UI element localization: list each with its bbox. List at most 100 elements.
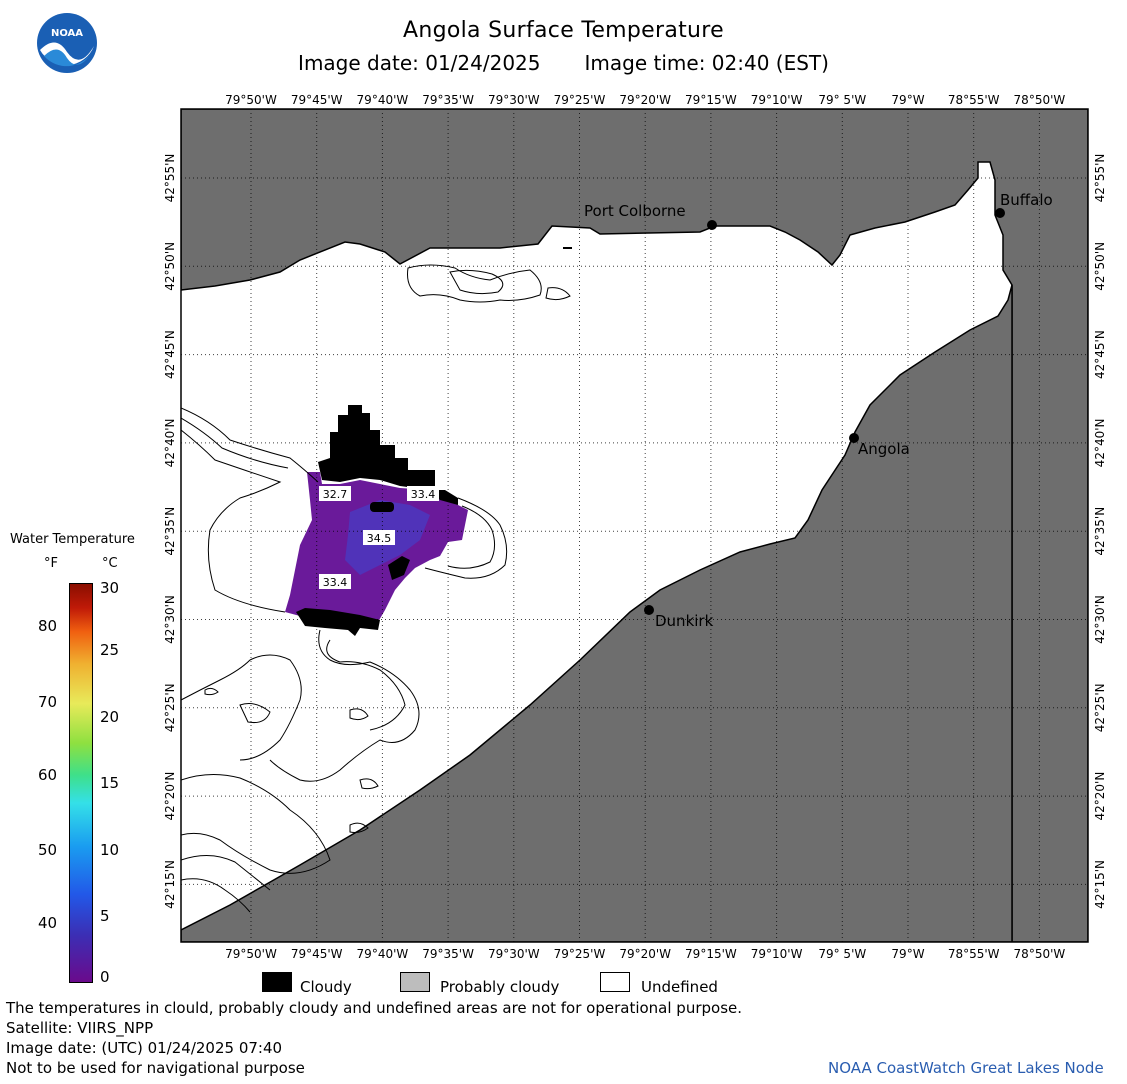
cloud-patch [370,502,394,512]
cloudy-swatch [262,972,292,992]
legend-c-label: 25 [100,641,120,659]
lon-tick-label: 79°30'W [488,947,540,961]
lon-tick-label: 78°55'W [948,947,1000,961]
lon-tick-label: 78°55'W [948,93,1000,107]
city-label: Port Colborne [584,202,686,220]
map-grid [181,109,1088,942]
lon-tick-label: 79°15'W [685,947,737,961]
lon-tick-label: 79°25'W [554,93,606,107]
image-datetime: Image date: 01/24/2025 Image time: 02:40 … [0,51,1127,75]
undefined-swatch [600,972,630,992]
lat-tick-label: 42°50'N [163,242,177,291]
lat-ticks-right: 42°55'N 42°50'N 42°45'N 42°40'N 42°35'N 42°30… [1093,154,1107,909]
probably-cloudy-label: Probably cloudy [440,978,560,996]
lat-tick-label: 42°30'N [1093,595,1107,644]
temp-label-1: 32.7 [319,486,351,501]
lat-tick-label: 42°45'N [163,330,177,379]
lon-tick-label: 79°W [891,93,924,107]
lat-tick-label: 42°30'N [163,595,177,644]
map-frame [180,108,1089,943]
cloud-patch [388,556,410,580]
legend-c-label: 30 [100,579,120,597]
city-label: Angola [858,440,910,458]
lon-tick-label: 79°W [891,947,924,961]
lon-tick-label: 79°10'W [751,93,803,107]
footer-navigation-note: Not to be used for navigational purpose [6,1059,305,1077]
lat-tick-label: 42°20'N [1093,772,1107,821]
city-marker [707,220,717,230]
temp-label-3: 34.5 [363,530,395,545]
cloud-region-south [296,608,380,636]
city-marker [644,605,654,615]
lon-tick-label: 79°40'W [357,947,409,961]
city-dunkirk: Dunkirk [644,605,714,630]
lon-tick-label: 79° 5'W [818,947,866,961]
south-shore-land [181,284,1013,942]
legend-c-label: 20 [100,708,120,726]
lon-tick-label: 79°50'W [225,93,277,107]
cloudy-label: Cloudy [300,978,352,996]
lat-tick-label: 42°15'N [163,860,177,909]
footer-utc-date: Image date: (UTC) 01/24/2025 07:40 [6,1039,283,1057]
lon-tick-label: 79°20'W [619,947,671,961]
lon-tick-label: 79°15'W [685,93,737,107]
lon-tick-label: 78°50'W [1014,93,1066,107]
temp-label-text: 32.7 [323,488,348,501]
footer-satellite: Satellite: VIIRS_NPP [6,1019,154,1037]
legend-c-label: 0 [100,968,110,986]
temp-label-text: 33.4 [411,488,436,501]
legend-unit-c: °C [102,556,118,571]
legend-f-label: 70 [38,693,58,711]
temp-label-4: 33.4 [319,574,351,589]
credit-text: NOAA CoastWatch Great Lakes Node [828,1059,1104,1077]
probably-cloudy-swatch [400,972,430,992]
lon-tick-label: 79°35'W [422,93,474,107]
legend-c-label: 15 [100,774,120,792]
logo-text: NOAA [51,28,83,39]
legend-f-label: 60 [38,766,58,784]
lat-tick-label: 42°15'N [1093,860,1107,909]
lat-tick-label: 42°40'N [1093,418,1107,467]
lon-tick-label: 79°20'W [619,93,671,107]
temp-label-text: 33.4 [323,576,348,589]
lat-tick-label: 42°50'N [1093,242,1107,291]
lon-tick-label: 79°30'W [488,93,540,107]
lon-tick-label: 79° 5'W [818,93,866,107]
legend-f-label: 50 [38,841,58,859]
cloud-region-north [318,405,458,505]
lat-ticks-left: 42°55'N 42°50'N 42°45'N 42°40'N 42°35'N 42°30… [163,154,177,909]
lon-tick-label: 78°50'W [1014,947,1066,961]
city-label: Dunkirk [655,612,714,630]
lon-ticks-top: 79°50'W 79°45'W 79°40'W 79°35'W 79°30'W 79°25… [225,93,1065,107]
city-marker [849,433,859,443]
lat-tick-label: 42°55'N [163,154,177,203]
temp-label-2: 33.4 [407,486,439,501]
city-marker [995,208,1005,218]
north-shore-land [181,109,1088,942]
legend-title: Water Temperature [10,532,135,547]
lon-tick-label: 79°45'W [291,93,343,107]
lon-tick-label: 79°25'W [554,947,606,961]
lon-tick-label: 79°10'W [751,947,803,961]
city-port-colborne: Port Colborne [584,202,717,230]
undefined-label: Undefined [641,978,718,996]
lat-tick-label: 42°35'N [1093,507,1107,556]
lat-tick-label: 42°35'N [163,507,177,556]
footer-disclaimer: The temperatures in clould, probably clo… [6,999,743,1017]
map-key: Cloudy Probably cloudy Undefined [262,970,962,1000]
image-time: Image time: 02:40 (EST) [584,51,829,75]
city-label: Buffalo [1000,191,1053,209]
contour-lines [181,264,571,913]
legend-f-label: 40 [38,914,58,932]
lat-tick-label: 42°55'N [1093,154,1107,203]
lat-tick-label: 42°25'N [163,683,177,732]
lon-tick-label: 79°45'W [291,947,343,961]
noaa-logo-icon: NOAA [37,13,97,73]
lon-tick-label: 79°35'W [422,947,474,961]
legend-f-label: 80 [38,617,58,635]
legend-unit-f: °F [44,556,58,571]
lon-tick-label: 79°40'W [357,93,409,107]
lat-tick-label: 42°20'N [163,772,177,821]
image-date: Image date: 01/24/2025 [298,51,541,75]
